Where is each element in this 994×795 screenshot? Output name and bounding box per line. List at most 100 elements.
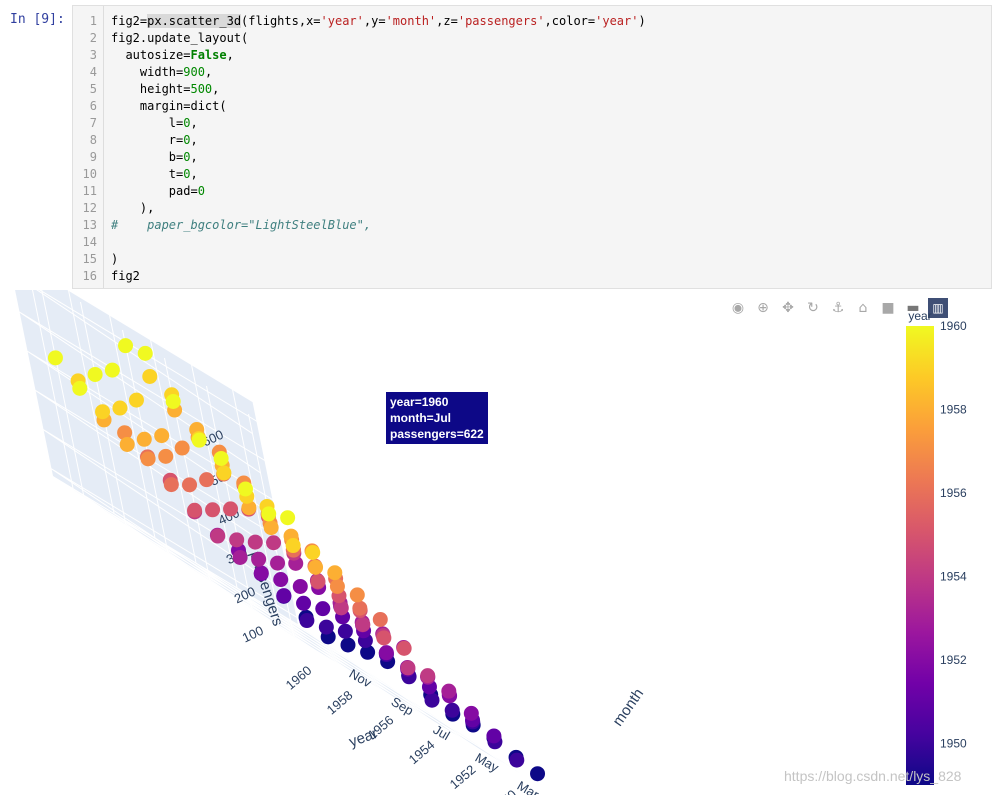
camera-view-icon[interactable]: ■ [881,300,895,316]
data-point[interactable] [261,506,277,522]
data-point[interactable] [251,551,267,567]
data-point[interactable] [119,436,135,452]
data-point[interactable] [187,502,203,518]
data-point[interactable] [318,619,334,635]
data-point[interactable] [95,404,111,420]
code-line: 12 ), [73,200,991,217]
data-point[interactable] [191,432,207,448]
line-number: 3 [89,48,97,62]
code-text: height=500, [111,82,220,96]
data-point[interactable] [280,510,296,526]
plotly-logo-icon[interactable]: ▥ [928,298,948,318]
data-point[interactable] [117,425,133,441]
data-point[interactable] [420,668,436,684]
hover-icon[interactable]: ▬ [906,300,920,316]
data-point[interactable] [174,440,190,456]
data-point[interactable] [273,572,289,588]
data-point[interactable] [199,472,215,488]
data-point[interactable] [308,559,324,575]
data-point[interactable] [444,702,460,718]
pan-icon[interactable]: ✥ [782,300,794,316]
tooltip-passengers: passengers=622 [390,427,484,441]
grid-line-passengers [18,311,266,474]
data-point[interactable] [349,587,365,603]
data-point[interactable] [396,640,412,656]
data-point[interactable] [315,601,331,617]
data-point[interactable] [310,573,326,589]
data-point[interactable] [329,578,345,594]
grid-line-passengers [42,428,290,591]
camera-icon[interactable]: ◉ [731,300,745,316]
data-point[interactable] [104,362,120,378]
data-point[interactable] [216,465,232,481]
data-point[interactable] [247,534,263,550]
data-point[interactable] [285,538,301,554]
data-point[interactable] [142,368,158,384]
data-point[interactable] [87,366,103,382]
data-point[interactable] [340,637,356,653]
data-point[interactable] [47,350,63,366]
data-point[interactable] [376,630,392,646]
data-point[interactable] [530,766,546,782]
orbit-icon[interactable]: ↻ [807,300,819,316]
data-point[interactable] [266,535,282,551]
x-tick-label: 1952 [447,762,479,792]
data-point[interactable] [223,501,239,517]
data-point[interactable] [232,549,248,565]
data-point[interactable] [213,450,229,466]
data-point[interactable] [128,392,144,408]
data-point[interactable] [333,600,349,616]
data-point[interactable] [237,481,253,497]
data-point[interactable] [263,520,279,536]
data-point[interactable] [296,595,312,611]
code-text: margin=dict( [111,99,227,113]
data-point[interactable] [352,600,368,616]
data-point[interactable] [463,705,479,721]
line-number: 8 [89,133,97,147]
data-point[interactable] [253,565,269,581]
data-point[interactable] [72,380,88,396]
data-point[interactable] [158,448,174,464]
data-point[interactable] [276,588,292,604]
data-point[interactable] [118,338,134,354]
data-point[interactable] [372,611,388,627]
data-point[interactable] [136,431,152,447]
data-point[interactable] [509,752,525,768]
data-point[interactable] [229,532,245,548]
scatter-3d-plot[interactable]: 1002003004005006001950195219541956195819… [0,290,994,795]
line-number: 11 [82,184,97,198]
data-point[interactable] [305,544,321,560]
data-point[interactable] [378,645,394,661]
line-number: 6 [89,99,97,113]
data-point[interactable] [140,451,156,467]
grid-line-month [248,413,541,787]
data-point[interactable] [270,555,286,571]
zoom-icon[interactable]: ⊕ [757,300,769,316]
data-point[interactable] [163,477,179,493]
data-point[interactable] [337,623,353,639]
data-point[interactable] [241,500,257,516]
data-point[interactable] [165,393,181,409]
code-cell[interactable]: 1 fig2=px.scatter_3d(flights,x='year',y='… [72,5,992,289]
data-point[interactable] [486,728,502,744]
data-point[interactable] [182,477,198,493]
code-text: width=900, [111,65,213,79]
data-point[interactable] [205,502,221,518]
code-line: 6 margin=dict( [73,98,991,115]
data-point[interactable] [112,400,128,416]
line-number: 13 [82,218,97,232]
home-icon[interactable]: ⌂ [858,300,868,316]
data-point[interactable] [327,565,343,581]
data-point[interactable] [360,644,376,660]
turntable-icon[interactable]: ⚓ [831,300,845,316]
data-point[interactable] [441,683,457,699]
data-point[interactable] [299,613,315,629]
data-point[interactable] [355,617,371,633]
data-point[interactable] [292,578,308,594]
data-point[interactable] [154,428,170,444]
code-line: 11 pad=0 [73,183,991,200]
data-point[interactable] [424,692,440,708]
data-point[interactable] [210,528,226,544]
data-point[interactable] [137,345,153,361]
data-point[interactable] [400,660,416,676]
